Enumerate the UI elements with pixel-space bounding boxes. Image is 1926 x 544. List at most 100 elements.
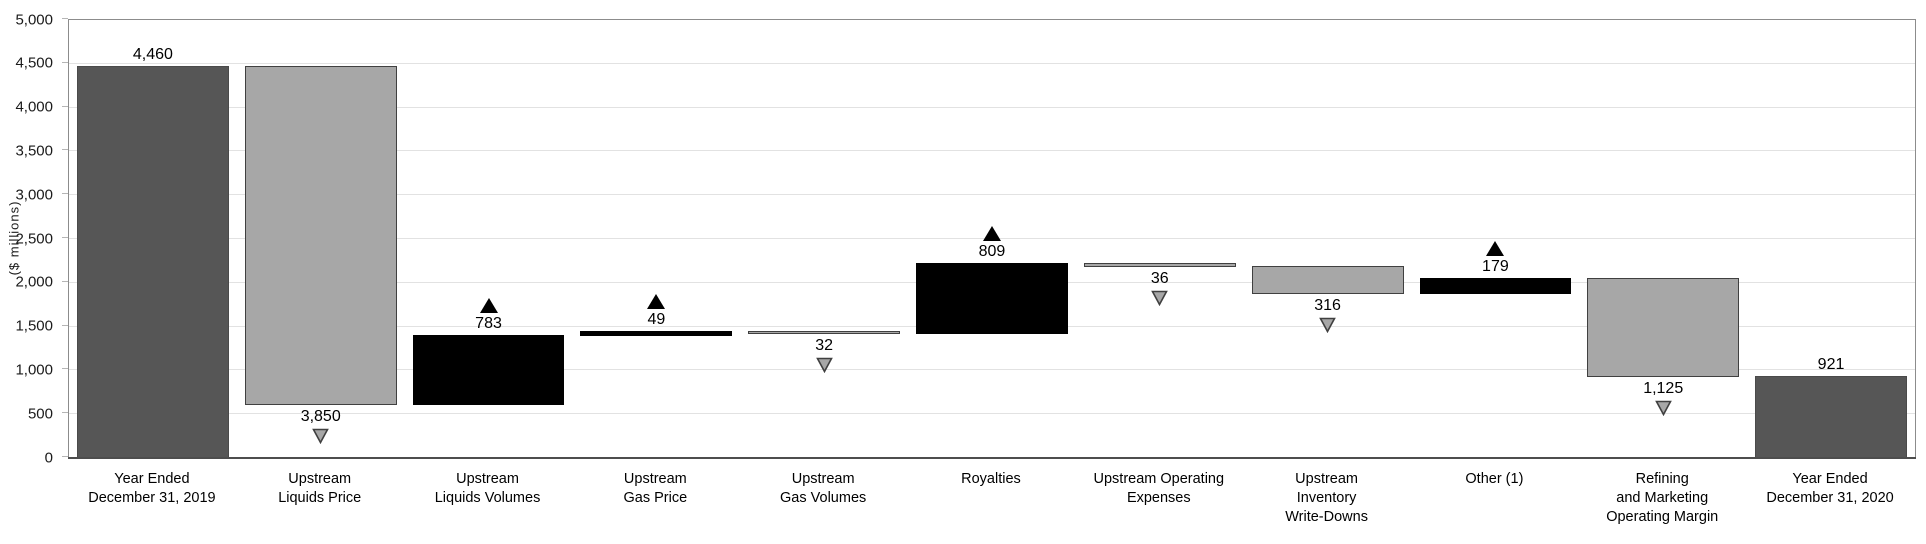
- y-tick-mark: [62, 105, 68, 107]
- value-label: 809: [978, 242, 1006, 260]
- increase-arrow-icon: [1486, 240, 1505, 256]
- y-tick-label: 3,000: [15, 186, 53, 204]
- value-annotation: 921: [1747, 355, 1915, 376]
- value-annotation: 32: [740, 334, 908, 374]
- bar-column: 783: [405, 20, 573, 458]
- waterfall-bar: [412, 335, 565, 405]
- waterfall-bar: [580, 330, 733, 336]
- x-axis-label-line: Upstream: [791, 471, 855, 487]
- x-axis-label-line: Expenses: [1126, 490, 1191, 506]
- x-axis-label-line: Year Ended: [114, 471, 190, 487]
- x-axis-label-line: Refining: [1635, 471, 1689, 487]
- gridline: [69, 106, 1915, 108]
- value-label: 49: [647, 310, 666, 328]
- bar-column: 36: [1076, 20, 1244, 458]
- x-axis-label-line: and Marketing: [1616, 490, 1709, 506]
- bar-column: 316: [1244, 20, 1412, 458]
- decrease-arrow-icon: [312, 428, 330, 444]
- gridline: [69, 150, 1915, 152]
- gridline: [69, 369, 1915, 371]
- bar-column: 4,460: [69, 20, 237, 458]
- value-annotation: 316: [1244, 294, 1412, 334]
- x-axis-label-line: Liquids Volumes: [434, 490, 541, 506]
- x-axis-label: Upstream Liquids Volumes: [404, 470, 572, 527]
- value-annotation: 783: [405, 297, 573, 335]
- x-axis-label: Royalties: [907, 470, 1075, 527]
- x-axis-label: Year Ended December 31, 2020: [1746, 470, 1914, 527]
- y-tick-mark: [62, 412, 68, 414]
- y-tick-mark: [62, 237, 68, 238]
- waterfall-bar: [1755, 376, 1907, 458]
- value-annotation: 36: [1076, 267, 1244, 306]
- x-axis-label-line: Upstream: [623, 471, 687, 487]
- x-axis-label: Refining and Marketing Operating Margin: [1578, 470, 1746, 527]
- waterfall-bar: [1419, 277, 1572, 295]
- x-axis-label: Upstream Gas Volumes: [739, 470, 907, 527]
- value-annotation: 809: [908, 225, 1076, 263]
- value-label: 36: [1150, 269, 1169, 287]
- y-tick-mark: [62, 280, 68, 282]
- x-axis-label-line: December 31, 2019: [88, 490, 216, 506]
- y-tick-label: 0: [44, 449, 53, 466]
- waterfall-bar: [1587, 277, 1740, 378]
- y-tick-label: 3,500: [15, 142, 53, 160]
- x-axis-label: Other (1): [1411, 470, 1579, 527]
- y-tick-label: 500: [27, 405, 53, 423]
- x-axis-label-line: Write-Downs: [1285, 509, 1368, 525]
- value-label: 3,850: [300, 407, 341, 425]
- y-tick-mark: [62, 368, 68, 370]
- y-tick-label: 4,500: [15, 54, 53, 72]
- x-axis-label-line: Inventory: [1296, 490, 1357, 506]
- increase-arrow-icon: [479, 297, 498, 313]
- x-axis-label-line: Liquids Price: [278, 490, 362, 506]
- value-label: 32: [815, 337, 834, 355]
- x-axis-label-line: Gas Price: [623, 490, 688, 506]
- increase-arrow-icon: [982, 225, 1001, 241]
- decrease-arrow-icon: [815, 358, 833, 374]
- x-axis-label: Upstream Inventory Write-Downs: [1243, 470, 1411, 527]
- value-label: 179: [1482, 257, 1509, 275]
- x-axis-label: Year Ended December 31, 2019: [68, 470, 236, 527]
- y-tick-label: 4,000: [15, 98, 53, 116]
- value-label: 921: [1817, 356, 1845, 374]
- y-tick-mark: [62, 193, 68, 195]
- decrease-arrow-icon: [1319, 318, 1336, 334]
- value-label: 316: [1314, 297, 1341, 315]
- bar-column: 179: [1412, 20, 1580, 458]
- bar-column: 921: [1747, 20, 1915, 458]
- x-axis-label-line: Year Ended: [1792, 471, 1868, 487]
- value-annotation: 3,850: [237, 405, 405, 444]
- y-tick-label: 1,000: [15, 361, 53, 379]
- y-tick-mark: [62, 149, 68, 151]
- x-axis-label-line: Operating Margin: [1606, 509, 1719, 525]
- increase-arrow-icon: [647, 293, 666, 309]
- gridline: [69, 194, 1915, 196]
- value-label: 783: [475, 314, 502, 332]
- y-tick-mark: [62, 61, 68, 63]
- y-tick-label: 2,000: [15, 273, 53, 291]
- x-axis-label-line: Upstream Operating: [1093, 471, 1225, 487]
- value-annotation: 179: [1412, 240, 1580, 278]
- bar-column: 3,850: [237, 20, 405, 458]
- y-tick-label: 5,000: [15, 11, 53, 28]
- waterfall-bar: [77, 66, 229, 458]
- value-label: 1,125: [1643, 380, 1684, 398]
- decrease-arrow-icon: [1654, 401, 1672, 417]
- x-axis-label: Upstream Liquids Price: [236, 470, 404, 527]
- x-axis-labels: Year Ended December 31, 2019 Upstream Liqui…: [68, 470, 1914, 527]
- value-annotation: 4,460: [69, 45, 237, 66]
- gridline: [69, 413, 1915, 415]
- x-axis-label-line: Upstream: [456, 471, 519, 487]
- x-axis-label-line: Upstream: [1295, 471, 1359, 487]
- value-label: 4,460: [132, 46, 173, 64]
- x-axis-label-line: Other (1): [1465, 471, 1524, 487]
- y-axis: 0 500 1,000 1,500 2,000 2,500 3,000 3,500 4,000 4…: [0, 11, 68, 466]
- y-tick-mark: [62, 324, 68, 326]
- y-tick-label: 1,500: [15, 317, 53, 335]
- waterfall-bar: [1251, 265, 1404, 295]
- waterfall-bar: [916, 262, 1068, 335]
- x-axis-label-line: December 31, 2020: [1766, 490, 1894, 506]
- x-axis-line: [68, 457, 1916, 459]
- bar-column: 1,125: [1579, 20, 1747, 458]
